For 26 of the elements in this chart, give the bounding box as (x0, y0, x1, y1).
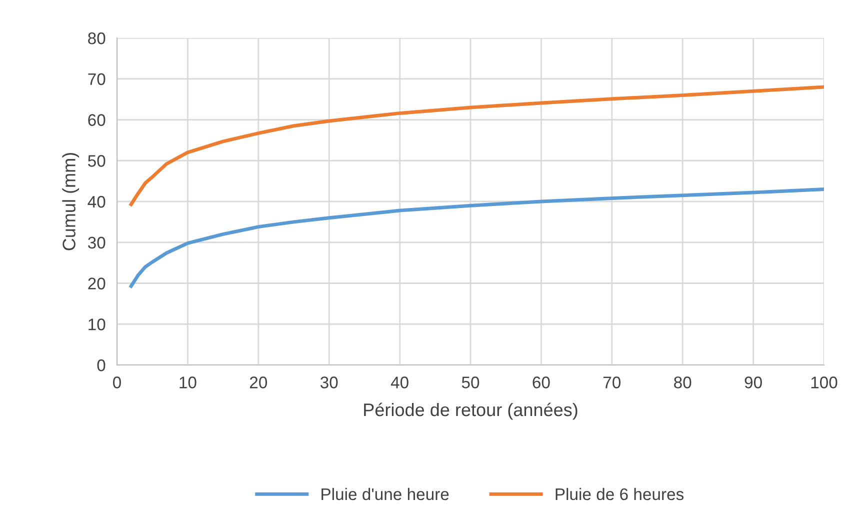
line-series (129, 85, 824, 206)
line-series (129, 188, 824, 288)
y-tick-label: 10 (88, 318, 106, 330)
x-tick-label: 100 (811, 376, 838, 388)
y-axis-title: Cumul (mm) (62, 152, 80, 250)
y-tick-label: 30 (88, 236, 106, 249)
x-tick-label: 20 (250, 376, 268, 388)
x-tick-label: 90 (744, 376, 762, 388)
x-tick-label: 60 (532, 376, 550, 388)
y-tick-label: 40 (88, 196, 106, 208)
y-tick-label: 80 (88, 32, 106, 44)
x-tick-label: 30 (320, 376, 338, 388)
x-tick-label: 80 (674, 376, 692, 388)
y-tick-label: 20 (88, 278, 106, 290)
x-tick-label: 50 (462, 376, 480, 388)
x-tick-label: 70 (603, 376, 621, 388)
x-tick-label: 0 (113, 376, 121, 388)
y-tick-label: 50 (88, 155, 106, 167)
x-axis-title: Période de retour (années) (364, 402, 578, 420)
x-tick-label: 40 (390, 376, 408, 388)
y-tick-label: 60 (88, 114, 106, 126)
legend-label: Pluie d'une heure (322, 488, 449, 500)
y-tick-label: 0 (97, 359, 106, 372)
legend-label: Pluie de 6 heures (556, 488, 684, 500)
x-tick-label: 10 (180, 376, 196, 388)
y-tick-label: 70 (88, 73, 106, 86)
